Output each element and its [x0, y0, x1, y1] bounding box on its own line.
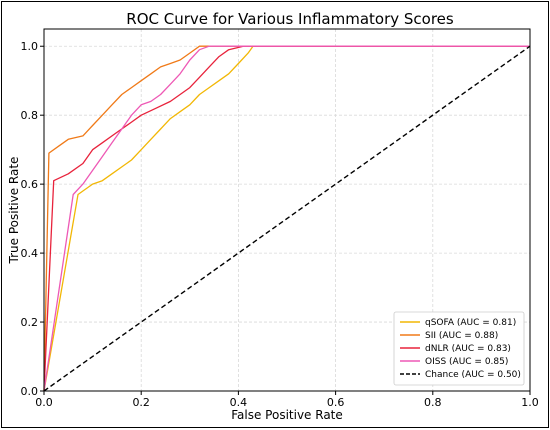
legend-label: SII (AUC = 0.88): [425, 331, 498, 341]
series-line-2: [43, 45, 530, 392]
axis-ticks: 0.0 0.2 0.4 0.6 0.8 1.0 0.0 0.2 0.4 0.6 0.8 1.0: [21, 40, 539, 409]
legend-label: Chance (AUC = 0.50): [425, 370, 521, 380]
x-tick-label: 0.4: [230, 396, 248, 409]
y-tick-label: 0.8: [21, 109, 39, 122]
series-line-1: [43, 45, 530, 392]
series-line-4: [43, 45, 531, 392]
legend-label: qSOFA (AUC = 0.81): [425, 318, 516, 328]
chart-title: ROC Curve for Various Inflammatory Score…: [126, 10, 454, 28]
x-tick-label: 1.0: [521, 396, 539, 409]
x-tick-label: 0.8: [424, 396, 442, 409]
x-tick-label: 0.0: [35, 396, 53, 409]
x-tick-label: 0.2: [132, 396, 150, 409]
y-tick-label: 0.0: [21, 385, 39, 398]
y-axis-label: True Positive Rate: [7, 157, 21, 265]
x-axis-label: False Positive Rate: [231, 408, 343, 422]
x-tick-label: 0.6: [327, 396, 345, 409]
legend-label: dNLR (AUC = 0.83): [425, 344, 511, 354]
series-line-3: [43, 45, 530, 392]
legend-label: OISS (AUC = 0.85): [425, 357, 508, 367]
y-tick-label: 1.0: [21, 40, 39, 53]
plot-frame: [43, 28, 531, 392]
legend-box: [393, 311, 525, 386]
legend: qSOFA (AUC = 0.81) SII (AUC = 0.88) dNLR (…: [393, 311, 525, 386]
y-tick-label: 0.6: [21, 178, 39, 191]
series-lines: [43, 45, 531, 392]
y-tick-label: 0.4: [21, 247, 39, 260]
y-tick-label: 0.2: [21, 316, 39, 329]
series-line-0: [43, 45, 530, 392]
